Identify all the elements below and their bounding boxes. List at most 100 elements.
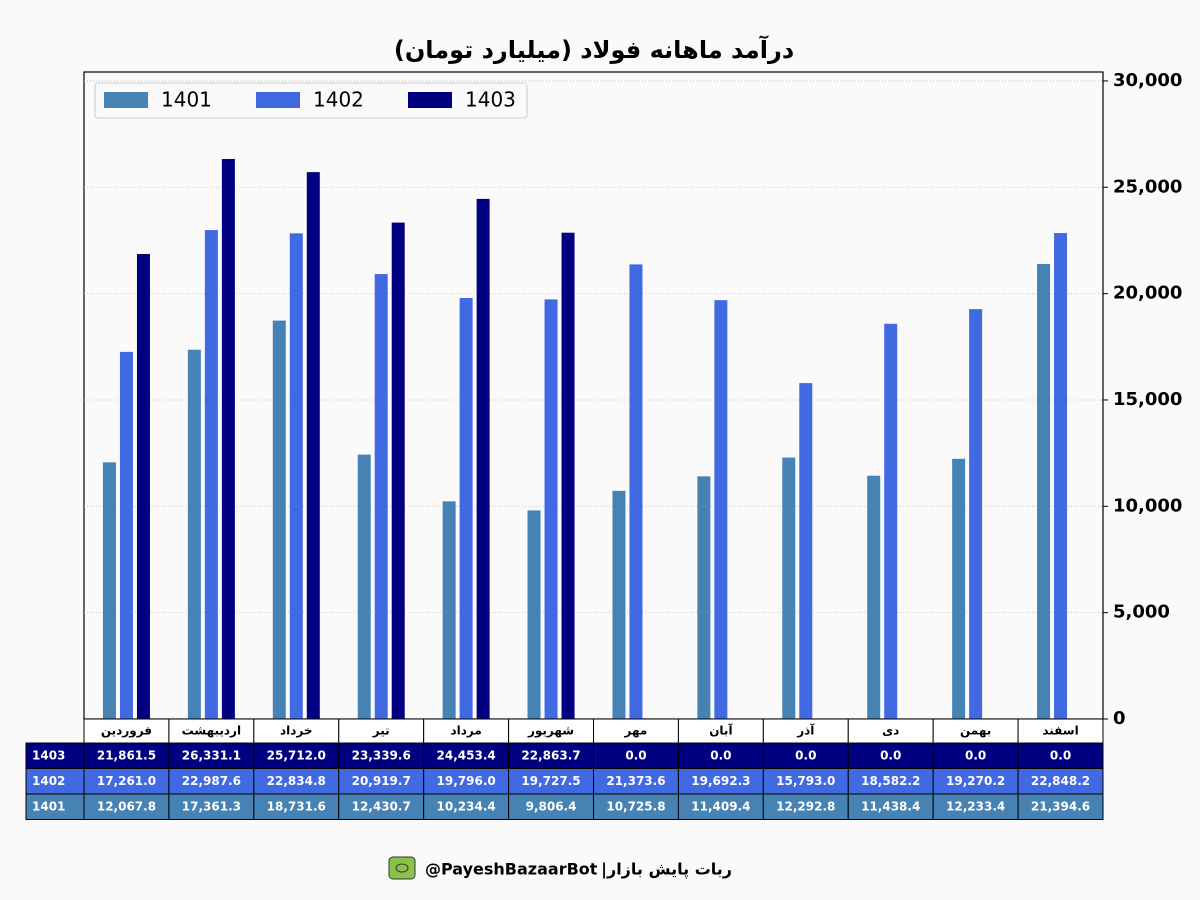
table-row-label: 1402	[32, 774, 65, 788]
table-cell	[253, 742, 340, 769]
table-cell	[338, 768, 425, 795]
bot-icon	[388, 856, 416, 880]
table-cell	[593, 793, 679, 820]
table-cell	[423, 768, 510, 795]
table-cell-value: 19,692.3	[691, 774, 750, 788]
table-cell	[423, 793, 510, 820]
y-tick-label: 15,000	[1113, 389, 1182, 410]
table-cell	[847, 793, 934, 820]
table-header-label: دی	[882, 724, 899, 738]
table-header-label: اسفند	[1042, 724, 1078, 738]
legend-swatch	[256, 92, 300, 108]
bar	[187, 349, 201, 719]
y-tick-label: 20,000	[1113, 283, 1182, 304]
table-cell-value: 26,331.1	[182, 748, 241, 762]
bar	[1037, 263, 1051, 719]
table-cell-value: 19,270.2	[946, 774, 1005, 788]
table-cell-value: 18,731.6	[267, 799, 326, 813]
bar	[459, 297, 473, 719]
table-cell-value: 17,261.0	[97, 774, 156, 788]
legend-label: 1403	[465, 88, 516, 112]
table-cell-value: 19,727.5	[521, 774, 580, 788]
chart-title: درآمد ماهانه فولاد (میلیارد تومان)	[394, 35, 794, 64]
table-cell-value: 19,796.0	[437, 774, 496, 788]
table-cell-value: 12,233.4	[946, 799, 1005, 813]
table-cell-value: 22,987.6	[182, 774, 241, 788]
table-cell-value: 10,234.4	[437, 799, 496, 813]
table-header-label: تیر	[372, 724, 390, 738]
bar	[119, 351, 133, 719]
table-cell-value: 24,453.4	[437, 748, 496, 762]
bar	[391, 222, 405, 719]
table-cell	[508, 793, 595, 820]
table-cell-value: 20,919.7	[352, 774, 411, 788]
table-cell-value: 12,292.8	[776, 799, 835, 813]
bar	[629, 264, 643, 719]
bar	[289, 233, 303, 720]
bar	[527, 510, 541, 719]
table-header-label: آبان	[709, 723, 733, 738]
table-header-cell	[677, 718, 764, 744]
table-cell	[847, 742, 934, 769]
table-header-label: آذر	[796, 723, 815, 738]
table-cell-value: 12,067.8	[97, 799, 156, 813]
table-header-label: اردیبهشت	[182, 724, 241, 738]
bar	[272, 320, 286, 719]
table-cell-value: 15,793.0	[776, 774, 835, 788]
bar	[204, 230, 218, 720]
bar	[357, 454, 371, 719]
bar	[1054, 233, 1068, 719]
table-cell-value: 9,806.4	[526, 799, 577, 813]
table-header-label: خرداد	[280, 724, 313, 738]
table-cell-value: 21,861.5	[97, 748, 156, 762]
table-cell	[932, 793, 1019, 820]
table-cell-value: 0.0	[625, 748, 646, 762]
table-cell-value: 23,339.6	[352, 748, 411, 762]
table-cell	[1017, 793, 1104, 820]
table-cell-value: 11,409.4	[691, 799, 750, 813]
table-row-label: 1401	[32, 799, 65, 813]
footer: @PayeshBazaarBot | ربات پایش بازار	[388, 856, 732, 880]
plot-area	[83, 71, 1104, 720]
bar	[136, 254, 150, 719]
table-cell-value: 0.0	[1050, 748, 1071, 762]
table-cell	[762, 768, 849, 795]
table-header-cell	[847, 718, 934, 744]
table-cell-value: 22,834.8	[267, 774, 326, 788]
table-cell-value: 17,361.3	[182, 799, 241, 813]
bar	[561, 232, 575, 719]
bar	[102, 462, 116, 719]
table-cell-value: 0.0	[710, 748, 731, 762]
table-row-header	[25, 768, 85, 795]
legend-label: 1401	[161, 88, 212, 112]
table-header-cell	[1017, 718, 1104, 744]
table-cell	[593, 768, 679, 795]
y-tick-label: 25,000	[1113, 176, 1182, 197]
table-header-label: بهمن	[960, 724, 991, 738]
bot-icon-eye	[395, 863, 409, 873]
table-cell	[253, 768, 340, 795]
table-cell	[168, 742, 255, 769]
table-cell	[1017, 768, 1104, 795]
table-cell-value: 0.0	[965, 748, 986, 762]
table-cell-value: 21,394.6	[1031, 799, 1090, 813]
footer-separator: |	[601, 860, 607, 880]
table-row-label: 1403	[32, 748, 65, 762]
table-cell-value: 0.0	[795, 748, 816, 762]
legend-label: 1402	[313, 88, 364, 112]
bar	[374, 274, 388, 719]
bar	[544, 299, 558, 719]
y-tick-label: 30,000	[1113, 70, 1182, 91]
table-cell-value: 11,438.4	[861, 799, 920, 813]
table-header-cell	[508, 718, 595, 744]
table-header-label: مرداد	[450, 724, 481, 738]
table-header-cell	[932, 718, 1019, 744]
table-cell-value: 0.0	[880, 748, 901, 762]
table-header-label: فروردین	[101, 724, 152, 739]
y-tick-label: 0	[1113, 708, 1126, 729]
bar	[952, 458, 966, 719]
bar	[306, 172, 320, 720]
bar	[714, 300, 728, 719]
bar	[612, 490, 626, 719]
